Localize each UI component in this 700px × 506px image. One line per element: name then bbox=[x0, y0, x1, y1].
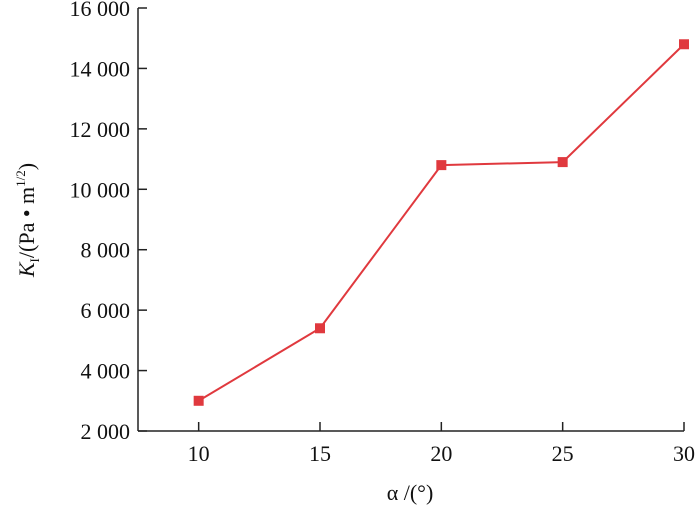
y-tick-label: 16 000 bbox=[70, 0, 131, 21]
y-axis-label: KI/(Pa • m1/2) bbox=[13, 163, 42, 278]
y-tick-label: 8 000 bbox=[81, 238, 131, 263]
x-tick-label: 20 bbox=[430, 441, 452, 466]
data-point bbox=[315, 323, 325, 334]
x-tick-label: 10 bbox=[188, 441, 210, 466]
y-tick-label: 4 000 bbox=[81, 359, 131, 384]
y-tick-label: 2 000 bbox=[81, 419, 131, 444]
y-tick-label: 6 000 bbox=[81, 298, 131, 323]
x-axis-label: α /(°) bbox=[387, 480, 434, 505]
y-tick-label: 10 000 bbox=[70, 177, 131, 202]
y-label-part: /(Pa • m bbox=[14, 187, 39, 258]
x-tick-label: 25 bbox=[552, 441, 574, 466]
x-tick-label: 15 bbox=[309, 441, 331, 466]
data-line bbox=[198, 43, 685, 402]
y-tick-label: 12 000 bbox=[70, 117, 131, 142]
x-tick-label: 30 bbox=[673, 441, 695, 466]
y-label-part: 1/2 bbox=[13, 170, 28, 187]
data-point bbox=[557, 157, 568, 168]
y-label-part: I bbox=[27, 258, 42, 262]
data-point bbox=[679, 39, 689, 50]
y-tick-label: 14 000 bbox=[70, 56, 131, 81]
data-point bbox=[193, 395, 204, 406]
y-label-part: K bbox=[14, 261, 39, 278]
data-point bbox=[436, 160, 447, 171]
y-label-part: ) bbox=[14, 163, 39, 170]
